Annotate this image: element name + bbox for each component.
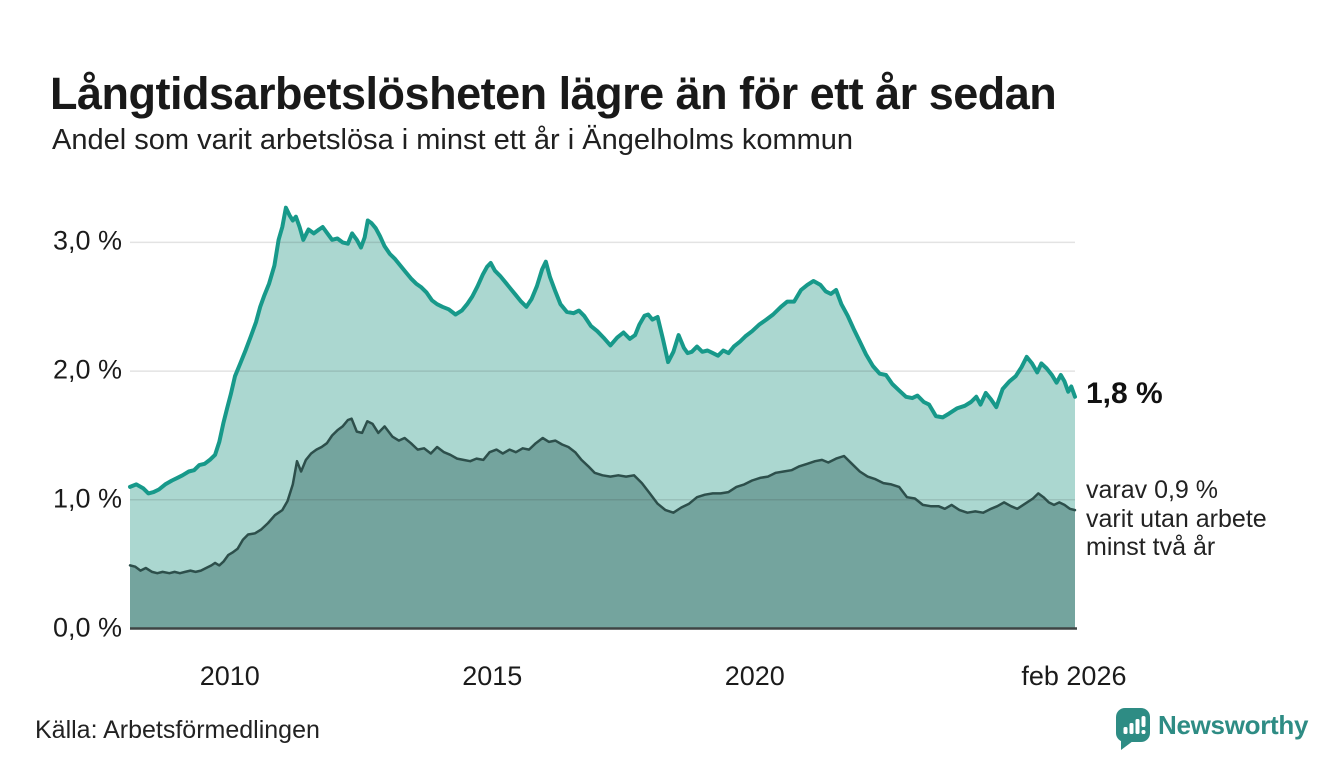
y-tick-label: 3,0 % [52, 225, 122, 256]
x-tick-label: 2015 [462, 661, 523, 691]
annotation-latest-value: 1,8 % [1086, 377, 1163, 410]
newsworthy-logo: Newsworthy [1116, 708, 1308, 750]
y-tick-label: 2,0 % [52, 354, 122, 385]
line-arbetslosa-minst-ett-ar [128, 205, 1077, 496]
page-title: Långtidsarbetslösheten lägre än för ett … [50, 68, 1057, 120]
x-tick-label: 2020 [724, 661, 785, 691]
y-tick-label: 1,0 % [52, 483, 122, 514]
newsworthy-icon [1116, 708, 1150, 750]
annotation-two-year-note: varav 0,9 % varit utan arbete minst två … [1086, 476, 1267, 561]
x-tick-label: feb 2026 [1021, 661, 1127, 691]
newsworthy-wordmark: Newsworthy [1158, 709, 1309, 740]
y-tick-label: 0,0 % [52, 611, 122, 642]
page-subtitle: Andel som varit arbetslösa i minst ett å… [52, 124, 854, 156]
x-tick-label: 2010 [199, 661, 260, 691]
area-varav-utan-arbete-minst-tva-ar [130, 418, 1075, 629]
line-varav-utan-arbete-minst-tva-ar [128, 417, 1077, 575]
source-note: Källa: Arbetsförmedlingen [35, 716, 320, 744]
